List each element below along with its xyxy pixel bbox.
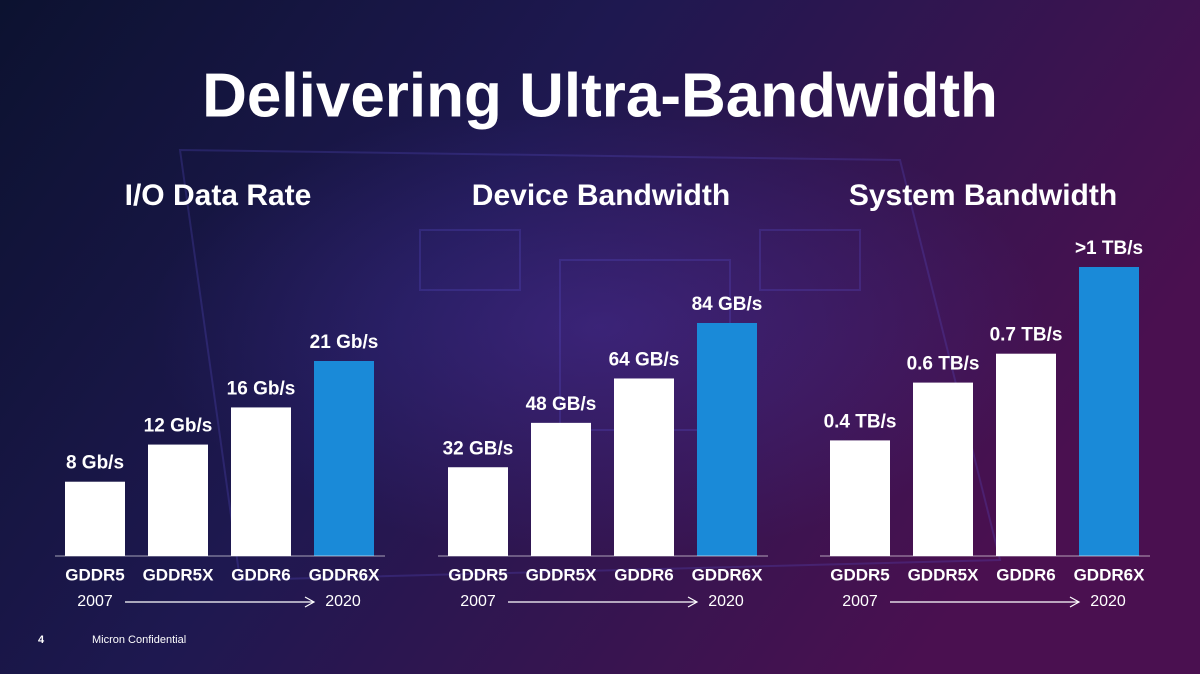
category-label: GDDR5X bbox=[908, 565, 980, 584]
value-label: 0.4 TB/s bbox=[824, 411, 897, 432]
bar bbox=[913, 382, 973, 556]
category-label: GDDR5 bbox=[830, 565, 890, 584]
value-label: 64 GB/s bbox=[609, 349, 680, 370]
value-label: 16 Gb/s bbox=[227, 378, 296, 399]
bar bbox=[231, 407, 291, 556]
category-label: GDDR5X bbox=[526, 565, 598, 584]
category-label: GDDR5 bbox=[448, 565, 508, 584]
bar bbox=[148, 444, 208, 556]
value-label: 8 Gb/s bbox=[66, 453, 124, 474]
value-label: 0.6 TB/s bbox=[907, 354, 980, 375]
bar bbox=[830, 440, 890, 556]
value-label: 21 Gb/s bbox=[310, 332, 379, 353]
bar bbox=[614, 378, 674, 556]
bar bbox=[996, 353, 1056, 556]
bar bbox=[697, 323, 757, 556]
bar bbox=[65, 481, 125, 556]
timeline-start: 2007 bbox=[842, 593, 878, 610]
chart-title: I/O Data Rate bbox=[125, 179, 312, 212]
timeline-start: 2007 bbox=[77, 593, 113, 610]
category-label: GDDR6 bbox=[614, 565, 674, 584]
timeline-end: 2020 bbox=[325, 593, 361, 610]
timeline-arrowhead bbox=[687, 596, 699, 608]
bar bbox=[448, 467, 508, 556]
page-number: 4 bbox=[38, 634, 45, 646]
category-label: GDDR6X bbox=[692, 565, 764, 584]
timeline-end: 2020 bbox=[708, 593, 744, 610]
value-label: 0.7 TB/s bbox=[990, 325, 1063, 346]
value-label: 12 Gb/s bbox=[144, 416, 213, 437]
bar bbox=[531, 422, 591, 556]
category-label: GDDR5X bbox=[143, 565, 215, 584]
value-label: >1 TB/s bbox=[1075, 238, 1143, 259]
value-label: 32 GB/s bbox=[443, 438, 514, 459]
timeline-end: 2020 bbox=[1090, 593, 1126, 610]
category-label: GDDR6X bbox=[1074, 565, 1146, 584]
timeline-arrowhead bbox=[1069, 596, 1081, 608]
category-label: GDDR5 bbox=[65, 565, 125, 584]
slide-title: Delivering Ultra-Bandwidth bbox=[202, 61, 998, 130]
chart-title: Device Bandwidth bbox=[472, 179, 730, 212]
bar bbox=[314, 361, 374, 556]
value-label: 48 GB/s bbox=[526, 394, 597, 415]
board-art bbox=[178, 148, 1002, 582]
category-label: GDDR6 bbox=[996, 565, 1056, 584]
board-glow bbox=[150, 120, 1050, 580]
timeline-start: 2007 bbox=[460, 593, 496, 610]
category-label: GDDR6X bbox=[309, 565, 381, 584]
footer-text: Micron Confidential bbox=[92, 634, 186, 646]
category-label: GDDR6 bbox=[231, 565, 291, 584]
bar bbox=[1079, 267, 1139, 556]
chart-title: System Bandwidth bbox=[849, 179, 1117, 212]
value-label: 84 GB/s bbox=[692, 294, 763, 315]
timeline-arrowhead bbox=[304, 596, 316, 608]
